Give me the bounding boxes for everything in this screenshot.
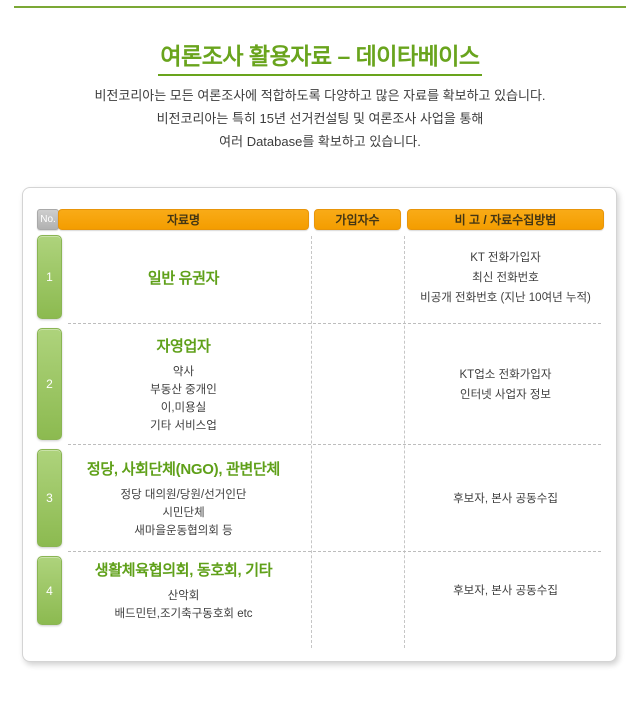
- row-note-line: 후보자, 본사 공동수집: [453, 585, 558, 597]
- row-title: 정당, 사회단체(NGO), 관변단체: [86, 460, 281, 478]
- row-number-badge: 2: [37, 328, 62, 440]
- table-row: 2 자영업자 약사 부동산 중개인 이,미용실 기타 서비스업 KT업소 전화가입자 인터넷 …: [23, 324, 616, 445]
- row-number-badge: 4: [37, 556, 62, 625]
- row-number-badge: 3: [37, 449, 62, 547]
- row-note-line: 최신 전화번호: [472, 271, 539, 284]
- row-subscribers-cell: [314, 552, 401, 630]
- row-sub-item: 기타 서비스업: [150, 419, 217, 432]
- page-title: 여론조사 활용자료 – 데이타베이스: [0, 37, 640, 76]
- row-sub-item: 이,미용실: [160, 401, 207, 414]
- intro-line: 비전코리아는 모든 여론조사에 적합하도록 다양하고 많은 자료를 확보하고 있…: [94, 88, 546, 103]
- row-sub-item: 산악회: [167, 590, 200, 602]
- row-subscribers-cell: [314, 445, 401, 552]
- row-sub-item: 시민단체: [162, 506, 205, 519]
- column-header-subscribers: 가입자수: [314, 209, 401, 230]
- row-sub-item: 새마을운동협의회 등: [134, 524, 233, 537]
- column-divider-dashed: [311, 236, 312, 648]
- column-header-name: 자료명: [58, 209, 309, 230]
- table-row: 3 정당, 사회단체(NGO), 관변단체 정당 대의원/당원/선거인단 시민단체 새마…: [23, 445, 616, 552]
- intro-text: 비전코리아는 모든 여론조사에 적합하도록 다양하고 많은 자료를 확보하고 있…: [0, 84, 640, 153]
- row-sub-item: 배드민턴,조기축구동호회 etc: [114, 608, 253, 620]
- column-header-no: No.: [37, 209, 59, 230]
- intro-line: 비전코리아는 특히 15년 선거컨설팅 및 여론조사 사업을 통해: [156, 111, 484, 126]
- table-row: 4 생활체육협의회, 동호회, 기타 산악회 배드민턴,조기축구동호회 etc 후보자,…: [23, 552, 616, 630]
- row-note-line: 인터넷 사업자 정보: [459, 388, 552, 401]
- row-title: 생활체육협의회, 동호회, 기타: [94, 562, 273, 579]
- row-sub-item: 부동산 중개인: [150, 383, 217, 396]
- row-note-line: 비공개 전화번호 (지난 10여년 누적): [420, 291, 591, 304]
- column-header-note: 비 고 / 자료수집방법: [407, 209, 604, 230]
- row-note-line: KT 전화가입자: [470, 251, 541, 264]
- intro-line: 여러 Database를 확보하고 있습니다.: [219, 134, 421, 149]
- row-note-cell: 후보자, 본사 공동수집: [407, 445, 604, 552]
- page-title-text: 여론조사 활용자료 – 데이타베이스: [158, 37, 482, 76]
- row-note-line: KT업소 전화가입자: [459, 368, 552, 381]
- top-divider-line: [14, 6, 626, 8]
- row-note-line: 후보자, 본사 공동수집: [453, 492, 558, 505]
- column-divider-dashed: [404, 236, 405, 648]
- row-title: 일반 유권자: [147, 270, 220, 287]
- row-sub-item: 약사: [172, 365, 195, 378]
- row-sub-item: 정당 대의원/당원/선거인단: [120, 488, 247, 501]
- row-note-cell: 후보자, 본사 공동수집: [407, 552, 604, 630]
- row-title: 자영업자: [156, 337, 211, 355]
- row-subscribers-cell: [314, 324, 401, 445]
- row-name-cell: 일반 유권자: [58, 231, 309, 324]
- row-subscribers-cell: [314, 231, 401, 324]
- row-number-badge: 1: [37, 235, 62, 319]
- data-table-card: No. 자료명 가입자수 비 고 / 자료수집방법 1 일반 유권자 KT 전화가입…: [22, 187, 617, 662]
